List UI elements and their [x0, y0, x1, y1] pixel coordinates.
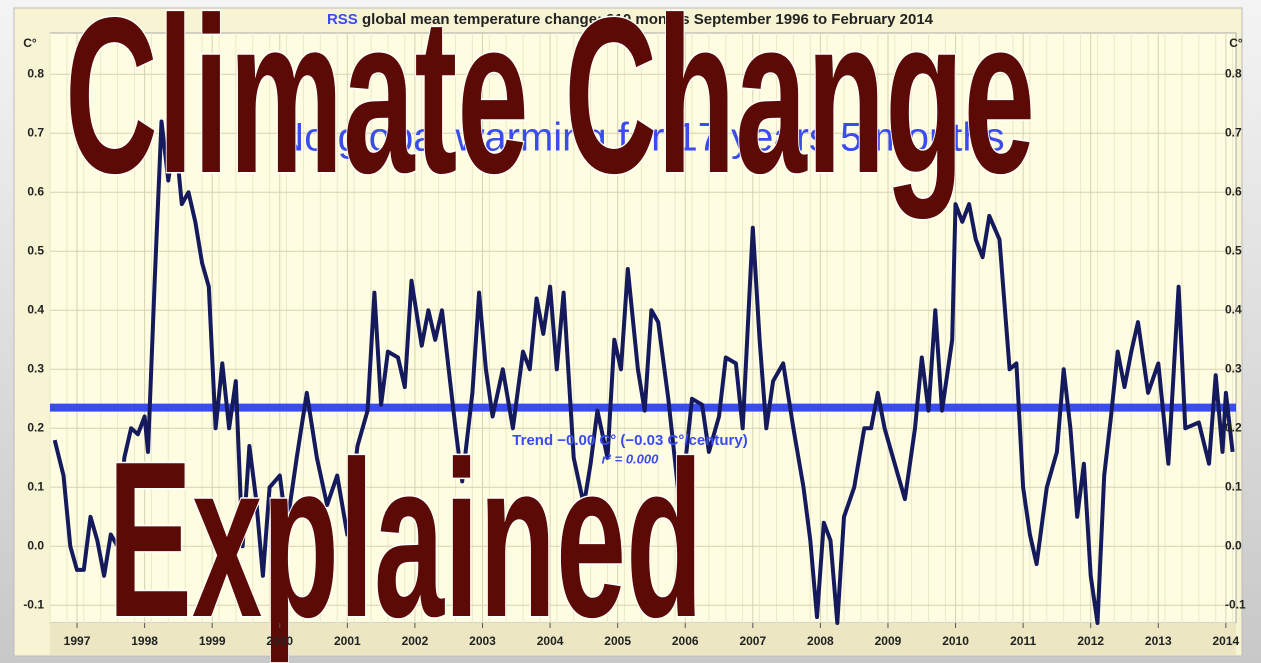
y-tick-label: 0.4 [27, 302, 44, 316]
y-tick-label-right: 0.1 [1225, 479, 1242, 493]
y-axis-label-right: C° [1229, 36, 1243, 50]
y-tick-label-right: 0.3 [1225, 361, 1242, 375]
x-tick-label: 1998 [131, 634, 158, 648]
r2-label: r² = 0.000 [602, 451, 660, 466]
x-tick-label: 2012 [1077, 634, 1104, 648]
temperature-line [52, 119, 1235, 625]
x-tick-label: 2013 [1145, 634, 1172, 648]
y-axis-label: C° [23, 36, 37, 50]
x-axis-strip [50, 623, 1236, 655]
y-tick-label: 0.8 [27, 66, 44, 80]
trend-label: Trend −0.00 C° (−0.03 C°/century) [512, 432, 747, 449]
x-tick-label: 2000 [266, 634, 293, 648]
x-tick-label: 1999 [199, 634, 226, 648]
title-prefix: RSS [327, 11, 358, 28]
x-tick-label: 2001 [334, 634, 361, 648]
y-tick-label: -0.1 [23, 597, 44, 611]
y-tick-label-right: -0.1 [1225, 597, 1246, 611]
y-tick-label: 0.2 [27, 420, 44, 434]
overlay-subtitle: Explained [108, 416, 703, 663]
x-tick-label: 2004 [537, 634, 564, 648]
x-tick-label: 2006 [672, 634, 699, 648]
x-tick-label: 2008 [807, 634, 834, 648]
headline: No global warming for 17 years 5 months [275, 116, 1004, 160]
overlay-title: Climate Change [65, 0, 1035, 220]
x-tick-label: 2005 [604, 634, 631, 648]
y-tick-label: 0.7 [27, 125, 44, 139]
x-tick-label: 1997 [64, 634, 91, 648]
x-tick-label: 2007 [739, 634, 766, 648]
x-tick-label: 2003 [469, 634, 496, 648]
y-tick-label-right: 0.0 [1225, 538, 1242, 552]
x-tick-label: 2014 [1213, 634, 1240, 648]
y-tick-label-right: 0.7 [1225, 125, 1242, 139]
y-tick-label-right: 0.2 [1225, 420, 1242, 434]
y-tick-label: 0.3 [27, 361, 44, 375]
x-tick-label: 2009 [875, 634, 902, 648]
x-tick-label: 2010 [942, 634, 969, 648]
y-tick-label: 0.0 [27, 538, 44, 552]
y-tick-label-right: 0.4 [1225, 302, 1242, 316]
y-tick-label-right: 0.5 [1225, 243, 1242, 257]
grid [49, 33, 1236, 623]
x-tick-label: 2002 [402, 634, 429, 648]
y-tick-label: 0.6 [27, 184, 44, 198]
y-tick-label: 0.1 [27, 479, 44, 493]
y-tick-label: 0.5 [27, 243, 44, 257]
title-text: global mean temperature change: 210 mont… [362, 11, 934, 28]
y-tick-label-right: 0.6 [1225, 184, 1242, 198]
y-tick-label-right: 0.8 [1225, 66, 1242, 80]
plot-area [49, 32, 1237, 624]
marks [50, 119, 1236, 625]
chart-title: RSS global mean temperature change: 210 … [327, 11, 934, 28]
x-tick-label: 2011 [1010, 634, 1036, 648]
